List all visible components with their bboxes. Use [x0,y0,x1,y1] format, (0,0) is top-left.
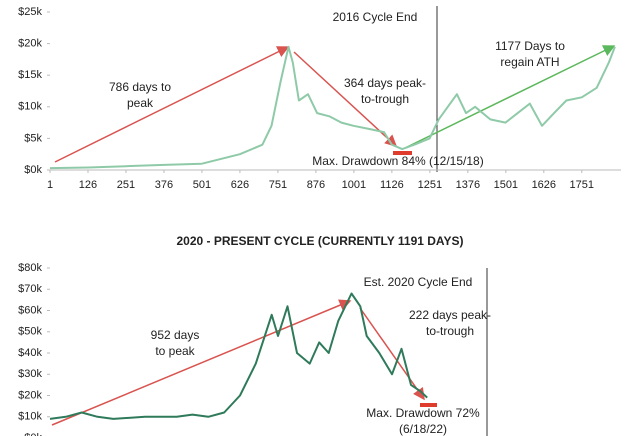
annotation: (6/18/22) [399,422,447,436]
x-tick-label: 251 [117,179,135,191]
x-tick-label: 1501 [494,179,518,191]
chart-title: 2020 - PRESENT CYCLE (CURRENTLY 1191 DAY… [177,234,464,248]
x-tick-label: 126 [79,179,97,191]
x-tick-label: 1376 [456,179,480,191]
annotation: 1177 Days to [495,39,565,53]
x-tick-label: 1 [47,179,53,191]
x-tick-label: 1251 [418,179,442,191]
x-tick-label: 876 [307,179,325,191]
x-tick-label: 626 [231,179,249,191]
annotation: peak [127,96,154,110]
x-tick-label: 1751 [570,179,594,191]
y-tick-label: $20k [18,389,42,401]
y-tick-label: $30k [18,368,42,380]
data-line [49,292,428,420]
y-tick-label: $0k [24,164,42,176]
annotation: 786 days to [109,80,171,94]
y-tick-label: $5k [24,132,42,144]
annotation: to-trough [361,92,409,106]
annotation: regain ATH [500,55,559,69]
y-tick-label: $40k [18,347,42,359]
annotation: to peak [155,344,195,358]
arrow [359,307,425,401]
x-tick-label: 376 [155,179,173,191]
y-tick-label: $15k [18,69,42,81]
annotation: Est. 2020 Cycle End [364,275,473,289]
x-tick-label: 1126 [380,179,404,191]
y-tick-label: $25k [18,6,42,18]
annotation: Max. Drawdown 84% (12/15/18) [312,154,483,168]
x-tick-label: 501 [193,179,211,191]
annotation: 364 days peak- [344,76,426,90]
x-tick-label: 751 [269,179,287,191]
annotation: 222 days peak- [409,308,491,322]
x-tick-label: 1626 [532,179,556,191]
arrow [54,46,290,163]
y-tick-label: $0k [24,432,42,436]
annotation: to-trough [426,324,474,338]
annotation: Max. Drawdown 72% [366,406,480,420]
arrow [51,299,352,426]
x-tick-label: 1001 [342,179,366,191]
annotation: 2016 Cycle End [333,10,418,24]
y-tick-label: $50k [18,326,42,338]
y-tick-label: $60k [18,304,42,316]
y-tick-label: $10k [18,411,42,423]
y-tick-label: $80k [18,262,42,274]
y-tick-label: $20k [18,38,42,50]
annotation: 952 days [151,328,200,342]
y-tick-label: $70k [18,283,42,295]
y-tick-label: $10k [18,101,42,113]
arrow [404,45,616,149]
data-line [49,45,616,170]
